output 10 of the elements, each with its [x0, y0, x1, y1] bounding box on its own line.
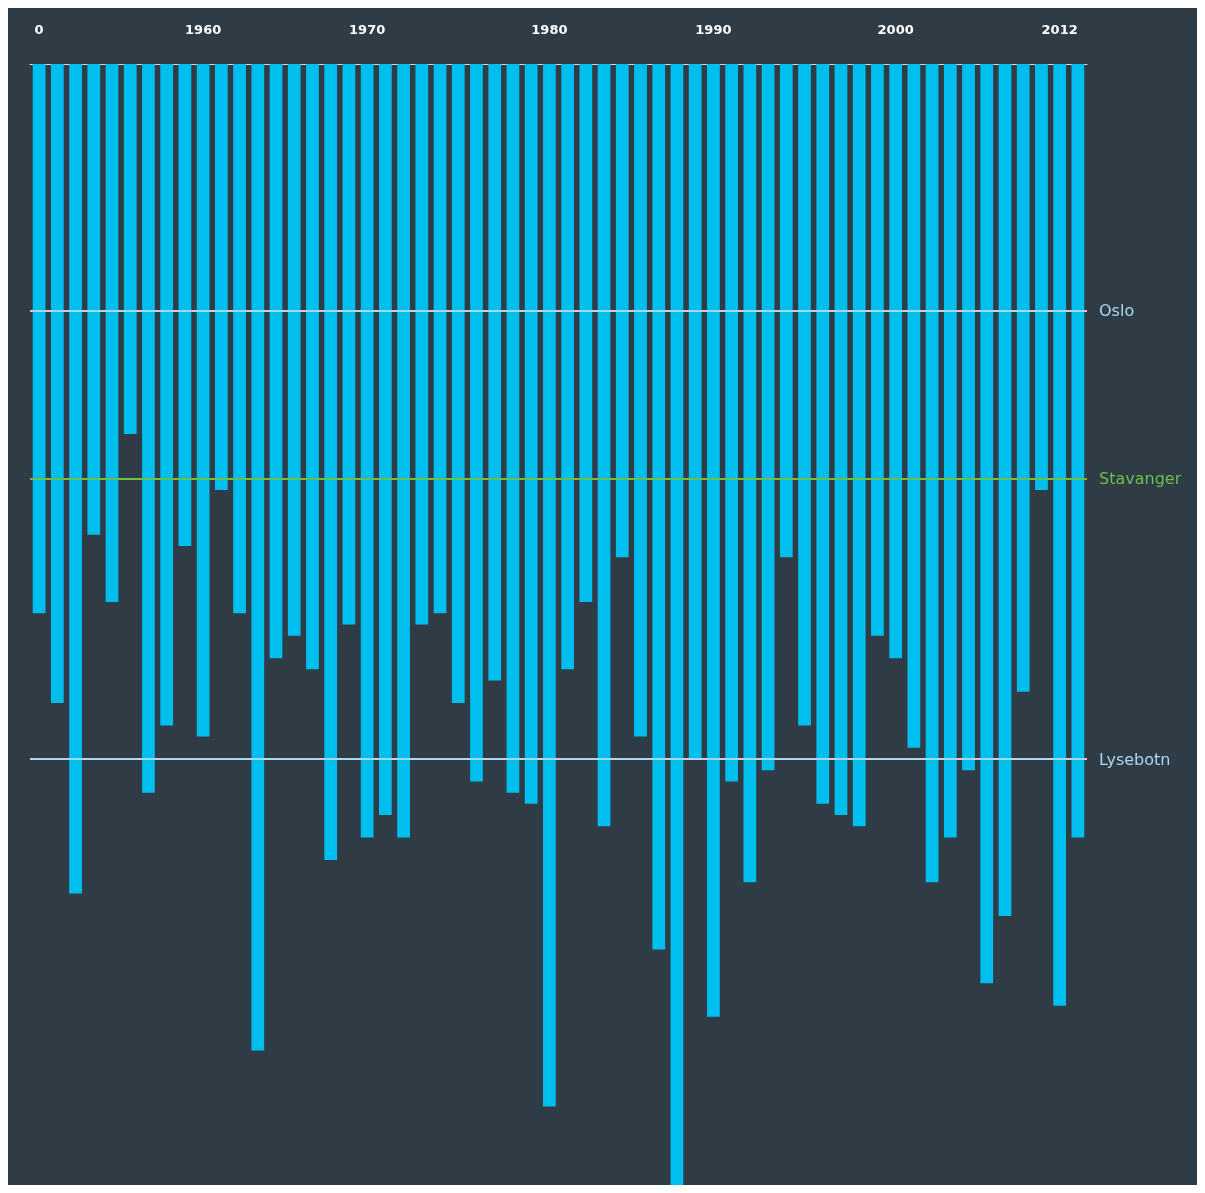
x-tick-label: 0	[34, 22, 44, 37]
ref-line-label: Lysebotn	[1099, 749, 1171, 769]
ref-line-label: Stavanger	[1099, 469, 1182, 489]
x-tick-label: 1960	[185, 22, 222, 37]
x-tick-label: 2012	[1041, 22, 1078, 37]
x-tick-label: 1990	[695, 22, 732, 37]
ref-line-label: Oslo	[1099, 301, 1135, 321]
x-tick-label: 1980	[531, 22, 568, 37]
x-tick-label: 2000	[877, 22, 914, 37]
x-tick-label: 1970	[349, 22, 386, 37]
